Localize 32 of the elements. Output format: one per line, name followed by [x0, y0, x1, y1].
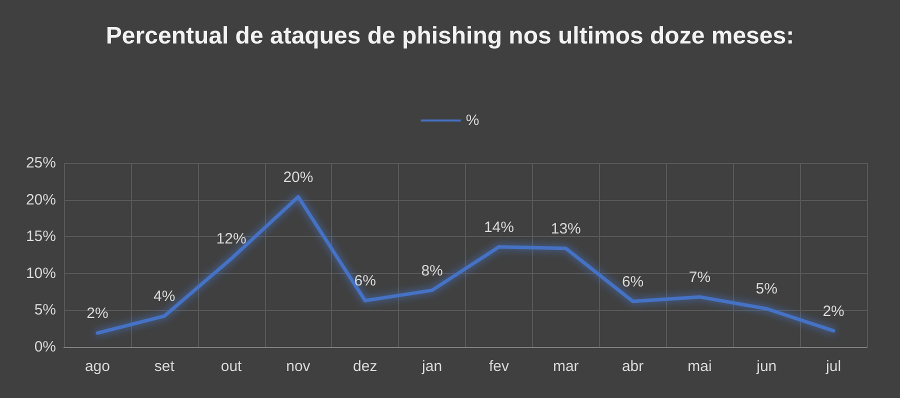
x-tick-label: abr	[622, 358, 644, 375]
x-tick-label: jan	[421, 358, 442, 375]
y-tick-label: 20%	[26, 191, 56, 208]
y-tick-label: 10%	[26, 264, 56, 282]
x-tick-label: fev	[488, 358, 510, 375]
y-tick-label: 5%	[34, 302, 56, 319]
data-label: 14%	[484, 218, 514, 236]
data-label: 2%	[86, 305, 108, 322]
x-tick-label: ago	[84, 358, 110, 375]
data-label: 7%	[688, 268, 711, 286]
data-label: 12%	[216, 230, 246, 248]
x-tick-label: jun	[756, 358, 777, 375]
x-tick-label: out	[220, 358, 243, 375]
y-tick-label: 25%	[26, 154, 56, 172]
x-tick-label: dez	[353, 358, 378, 375]
data-label: 20%	[283, 168, 314, 186]
data-label: 6%	[622, 273, 644, 290]
data-label: 6%	[354, 272, 376, 290]
data-label: 13%	[550, 220, 581, 238]
y-tick-label: 15%	[26, 228, 56, 246]
x-tick-label: set	[154, 358, 176, 375]
x-tick-label: jul	[825, 358, 842, 375]
x-tick-label: mai	[688, 358, 712, 375]
y-tick-label: 0%	[34, 338, 56, 356]
data-label: 2%	[822, 302, 844, 320]
x-tick-label: nov	[286, 358, 311, 375]
data-label: 4%	[154, 288, 176, 306]
x-tick-label: mar	[552, 358, 579, 375]
legend-label: %	[466, 112, 480, 129]
chart-title: Percentual de ataques de phishing nos ultimos doze meses:	[106, 22, 794, 50]
data-label: 8%	[421, 262, 443, 280]
data-label: 5%	[756, 280, 778, 298]
